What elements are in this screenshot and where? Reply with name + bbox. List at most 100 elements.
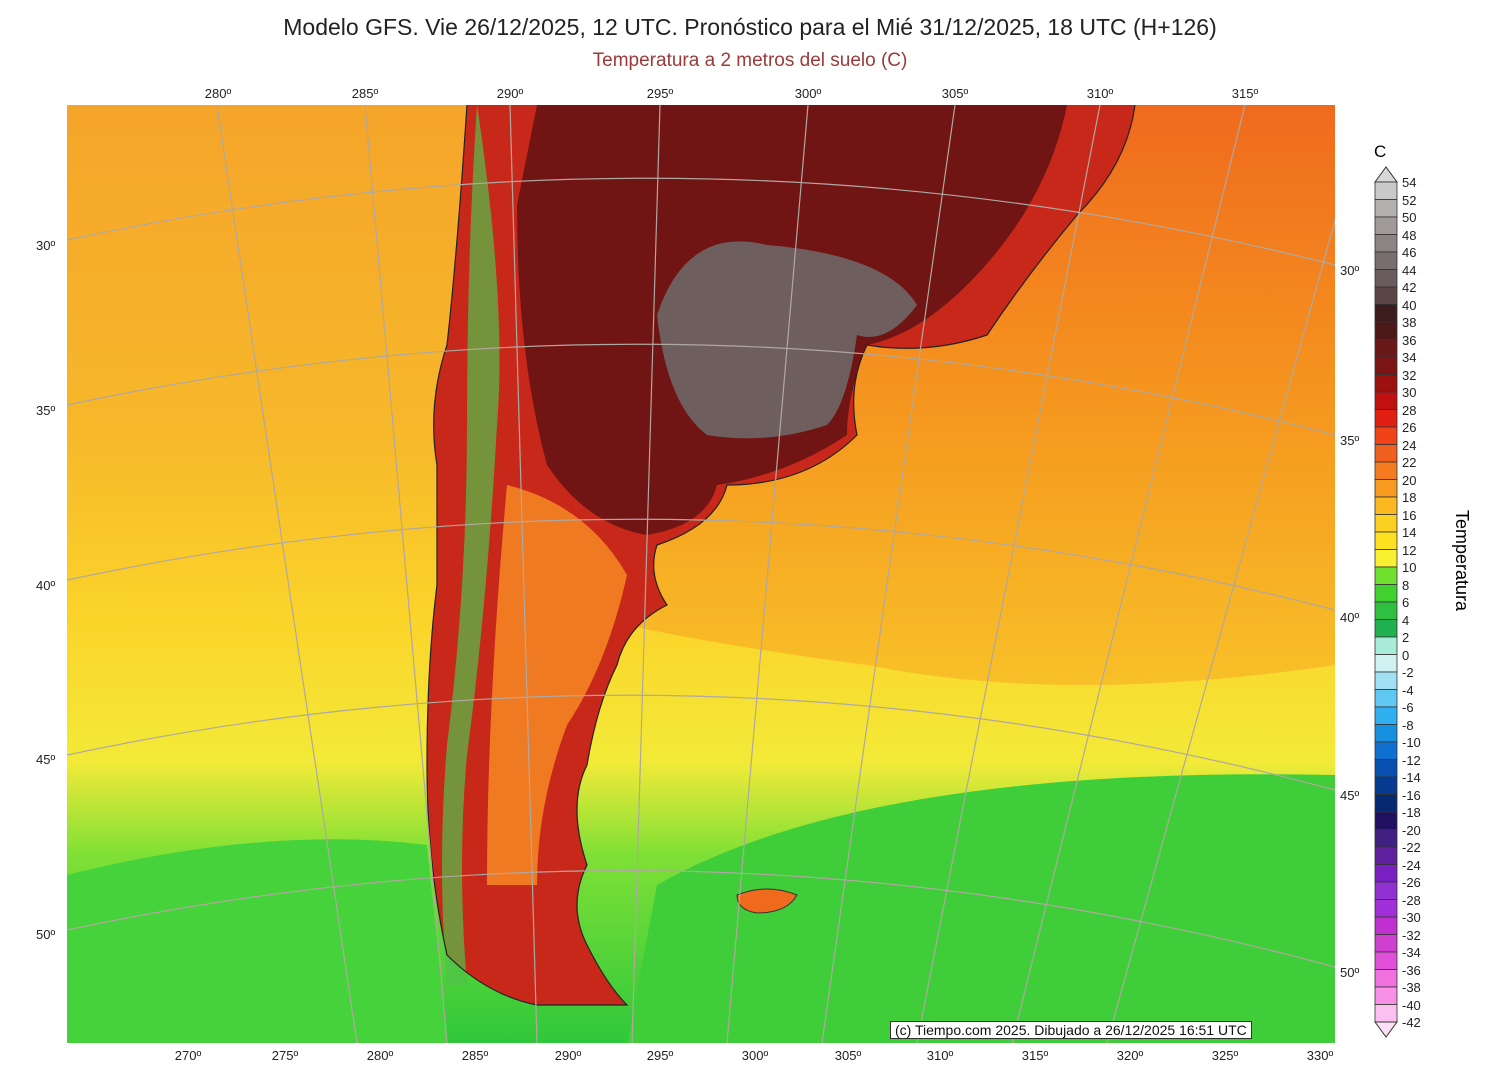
right-latitude-label: 40º — [1340, 610, 1360, 625]
bottom-longitude-label: 270º — [174, 1048, 202, 1063]
colorbar-swatch — [1374, 566, 1398, 585]
colorbar-tick-label: -20 — [1402, 822, 1421, 838]
colorbar-swatch — [1374, 199, 1398, 218]
colorbar-tick-label: -4 — [1402, 682, 1414, 698]
colorbar-tick-label: 14 — [1402, 525, 1417, 540]
colorbar-tick-label: 38 — [1402, 315, 1417, 330]
colorbar-swatch — [1374, 216, 1398, 235]
left-latitude-label: 30º — [36, 238, 56, 253]
colorbar-tick-label: -32 — [1402, 927, 1421, 943]
colorbar-swatch — [1374, 181, 1398, 200]
colorbar-swatch — [1374, 339, 1398, 358]
colorbar-tick-label: 16 — [1402, 507, 1417, 523]
colorbar-unit: C — [1374, 142, 1387, 161]
colorbar-tick-label: -12 — [1402, 752, 1421, 768]
colorbar-tick-label: -40 — [1402, 997, 1421, 1013]
bottom-longitude-label: 315º — [1021, 1048, 1049, 1063]
parallel-line — [67, 518, 1335, 611]
colorbar-tick-label: -16 — [1402, 787, 1421, 803]
colorbar-tick-label: 20 — [1402, 472, 1417, 488]
colorbar-tick-label: -8 — [1402, 717, 1414, 733]
colorbar-tick-label: 40 — [1402, 297, 1417, 313]
colorbar-tick-label: 42 — [1402, 280, 1417, 295]
top-longitude-label: 295º — [646, 86, 674, 101]
colorbar-swatch — [1374, 636, 1398, 655]
colorbar-swatch — [1374, 269, 1398, 288]
colorbar-swatch — [1374, 234, 1398, 253]
colorbar-swatch — [1374, 584, 1398, 603]
left-latitude-label: 40º — [36, 578, 56, 593]
colorbar-tick-label: 4 — [1402, 612, 1410, 628]
colorbar-tick-label: -22 — [1402, 840, 1421, 855]
colorbar-tick-label: 48 — [1402, 227, 1417, 243]
colorbar-tick-label: -26 — [1402, 875, 1421, 890]
colorbar-swatch — [1374, 846, 1398, 865]
right-latitude-label: 30º — [1340, 263, 1360, 278]
colorbar-swatch — [1374, 916, 1398, 935]
colorbar-swatch — [1374, 409, 1398, 428]
top-longitude-label: 290º — [496, 86, 524, 101]
colorbar-swatch — [1374, 286, 1398, 305]
meridian-line — [216, 105, 358, 1043]
colorbar-swatch — [1374, 724, 1398, 743]
colorbar-swatch — [1374, 706, 1398, 725]
coastline — [426, 105, 1136, 1006]
colorbar-tick-label: 44 — [1402, 262, 1417, 278]
top-longitude-label: 300º — [794, 86, 822, 101]
right-latitude-label: 50º — [1340, 965, 1360, 980]
bottom-longitude-label: 285º — [461, 1048, 489, 1063]
colorbar-tick-label: 0 — [1402, 647, 1410, 663]
colorbar-tick-label: 10 — [1402, 560, 1417, 575]
parallel-line — [67, 694, 1335, 791]
chart-subtitle: Temperatura a 2 metros del suelo (C) — [592, 50, 908, 71]
colorbar-swatch — [1374, 426, 1398, 445]
colorbar-swatch — [1374, 951, 1398, 970]
colorbar-swatch — [1374, 444, 1398, 463]
right-latitude-label: 35º — [1340, 433, 1360, 448]
graticule — [67, 105, 1335, 1043]
colorbar-tick-label: -38 — [1402, 980, 1421, 995]
colorbar-swatch — [1374, 496, 1398, 515]
meridian-line — [726, 105, 809, 1043]
colorbar-tick-label: -24 — [1402, 857, 1421, 873]
top-longitude-label: 305º — [941, 86, 969, 101]
colorbar-swatch — [1374, 864, 1398, 883]
colorbar-swatch — [1374, 391, 1398, 410]
colorbar-swatch — [1374, 1004, 1398, 1023]
top-longitude-label: 315º — [1231, 86, 1259, 101]
left-latitude-label: 35º — [36, 403, 56, 418]
colorbar — [1374, 166, 1398, 1038]
colorbar-swatch — [1374, 671, 1398, 690]
parallel-line — [67, 343, 1335, 436]
colorbar-swatch — [1374, 811, 1398, 830]
bottom-longitude-label: 330º — [1306, 1048, 1334, 1063]
colorbar-swatch — [1374, 934, 1398, 953]
colorbar-tick-label: 26 — [1402, 420, 1417, 435]
colorbar-swatch — [1374, 374, 1398, 393]
bottom-longitude-label: 310º — [926, 1048, 954, 1063]
extreme-heat-zone — [657, 241, 917, 439]
colorbar-swatch — [1374, 689, 1398, 708]
bottom-longitude-label: 295º — [646, 1048, 674, 1063]
colorbar-tick-label: 32 — [1402, 367, 1417, 383]
copyright-credit: (c) Tiempo.com 2025. Dibujado a 26/12/20… — [890, 1021, 1252, 1039]
colorbar-tick-label: 8 — [1402, 577, 1410, 593]
bottom-longitude-label: 325º — [1211, 1048, 1239, 1063]
top-longitude-label: 310º — [1086, 86, 1114, 101]
colorbar-tick-label: -18 — [1402, 805, 1421, 820]
colorbar-tick-label: -2 — [1402, 665, 1414, 680]
colorbar-tick-label: 6 — [1402, 595, 1410, 610]
colorbar-tick-label: 22 — [1402, 455, 1417, 470]
meridian-line — [821, 105, 956, 1043]
colorbar-swatch — [1374, 741, 1398, 760]
colorbar-swatch — [1374, 321, 1398, 340]
colorbar-swatch — [1374, 899, 1398, 918]
andes-cool-strip — [442, 105, 500, 985]
colorbar-swatch — [1374, 514, 1398, 533]
south-atlantic-green-field — [627, 774, 1335, 1043]
colorbar-swatch — [1374, 829, 1398, 848]
left-latitude-label: 50º — [36, 927, 56, 942]
colorbar-swatch — [1374, 304, 1398, 323]
colorbar-swatch — [1374, 654, 1398, 673]
meridian-line — [509, 105, 538, 1043]
